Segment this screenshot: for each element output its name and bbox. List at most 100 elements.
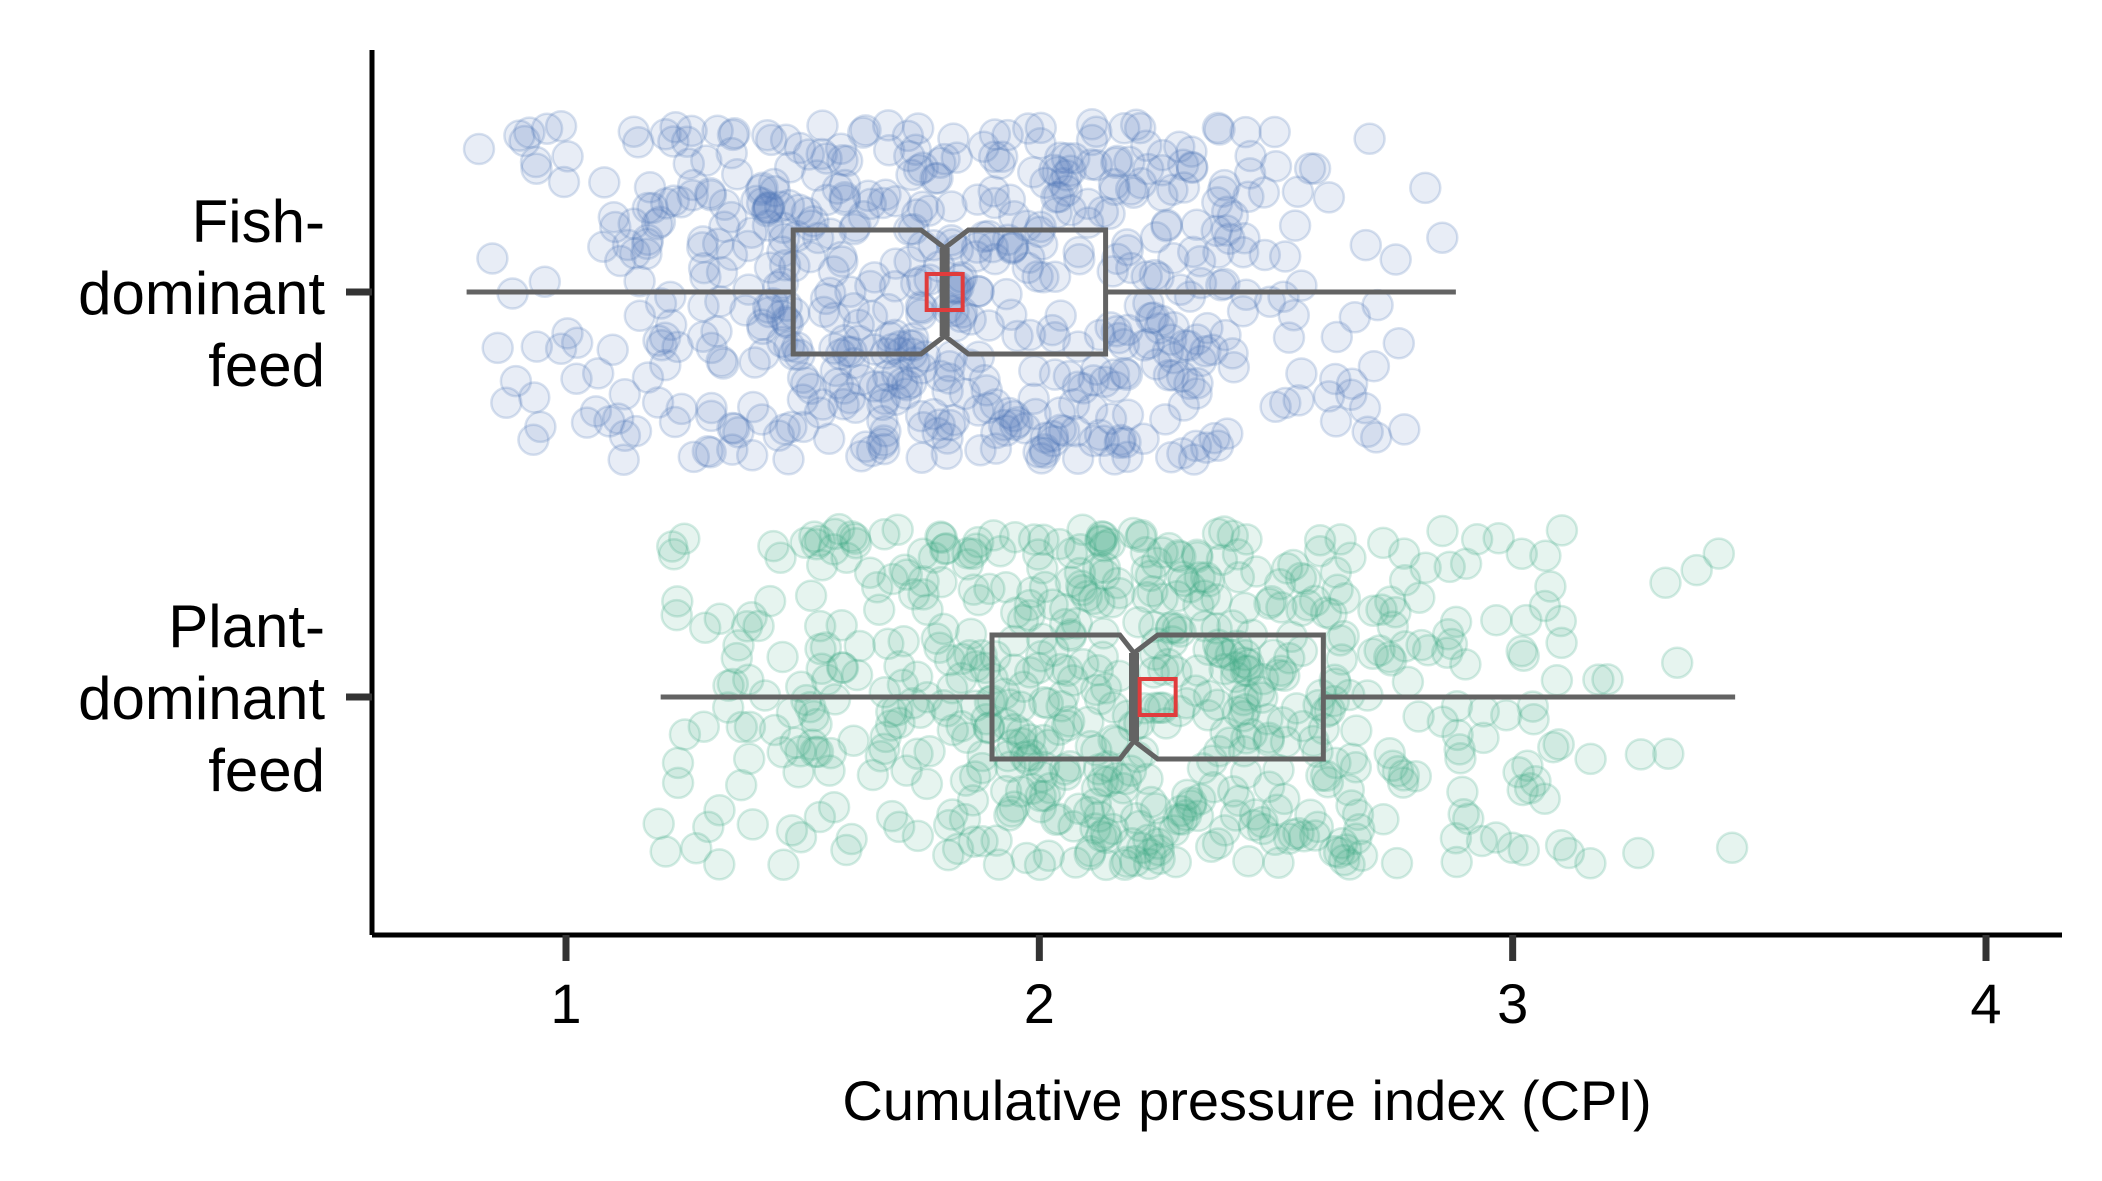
data-point [869,720,902,754]
data-point [649,348,682,382]
data-point [705,255,739,289]
data-point [1229,693,1262,726]
data-point [998,408,1032,442]
data-point [1259,149,1293,183]
data-point [1174,789,1208,822]
data-point [1277,818,1310,851]
data-point [1140,348,1173,381]
data-point [812,422,846,456]
data-point [665,392,698,426]
data-point [1303,534,1337,568]
data-point [1219,660,1253,694]
data-point [1335,367,1369,400]
data-point [1505,537,1539,571]
data-point [1220,629,1254,662]
data-point [1101,242,1134,276]
data-point [1164,794,1198,828]
data-point [905,441,938,474]
data-point [1447,798,1480,831]
data-point [649,118,682,151]
data-point [1405,628,1438,662]
data-point [798,520,831,553]
data-point [636,191,669,225]
data-point [1205,543,1239,576]
data-point [1211,417,1244,450]
data-point [1311,765,1345,799]
data-point [644,287,678,320]
data-point [860,571,894,604]
data-point [977,519,1010,552]
data-point [858,333,891,366]
data-point [1388,564,1422,597]
data-point [822,512,856,546]
data-point [949,764,983,797]
data-point [1222,561,1256,594]
data-point [1348,391,1382,425]
data-point [1166,437,1199,470]
data-point [804,632,837,666]
data-point [762,419,796,452]
data-point [972,309,1006,342]
mean-marker [1137,677,1178,717]
data-point [1226,235,1260,269]
data-point [868,382,902,416]
data-point [1145,304,1178,337]
data-point [560,362,593,395]
data-point [640,207,674,241]
data-point [1251,702,1284,736]
data-point [677,440,711,474]
data-point [1084,525,1118,558]
data-point [716,433,749,466]
data-point [1227,735,1261,768]
data-point [1132,327,1166,360]
data-point [1184,782,1217,816]
data-point [1574,847,1607,880]
data-point [998,790,1031,823]
data-point [1231,654,1265,687]
data-point [733,710,767,744]
data-point [1181,654,1214,687]
data-point [1010,209,1044,243]
data-point [1013,241,1046,274]
data-point [1357,350,1391,383]
data-point [796,728,829,761]
data-point [1110,358,1144,391]
data-point [766,640,799,674]
boxplot-layer [466,227,1736,762]
data-point [1050,159,1083,192]
x-axis-ticks: 1 2 3 4 [550,935,2002,1035]
data-point [828,372,861,405]
data-point [953,638,986,672]
data-point [1269,386,1302,420]
data-point [1025,640,1058,673]
data-point [1169,798,1203,832]
data-point [1201,111,1235,145]
data-point [686,225,720,258]
data-point [845,363,879,397]
x-tick-label: 3 [1497,972,1528,1035]
data-point [1324,523,1357,556]
data-point [661,330,694,364]
data-point [783,131,817,165]
data-point [984,534,1017,568]
data-point [1229,654,1263,687]
data-point [834,275,867,308]
data-point [1017,523,1051,556]
data-point [1287,820,1321,853]
data-point [675,114,708,148]
data-point [1146,138,1179,172]
data-point [979,388,1012,421]
data-point [686,320,720,353]
data-point [883,706,916,740]
data-point [1262,658,1295,692]
data-point [842,308,875,342]
data-point [1001,319,1034,353]
data-point [599,210,632,244]
data-point [1357,594,1390,628]
data-point [642,324,675,357]
data-point [608,419,642,453]
data-point [1196,333,1229,366]
data-point [1088,530,1121,563]
